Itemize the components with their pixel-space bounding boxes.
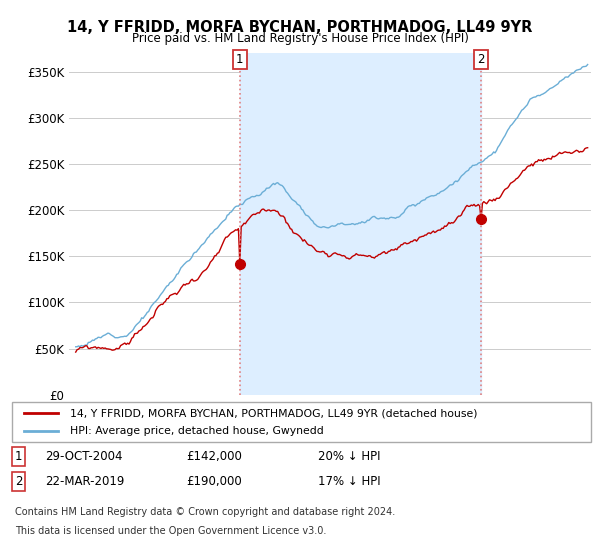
Text: Price paid vs. HM Land Registry's House Price Index (HPI): Price paid vs. HM Land Registry's House … (131, 32, 469, 45)
Text: 1: 1 (15, 450, 23, 463)
Text: This data is licensed under the Open Government Licence v3.0.: This data is licensed under the Open Gov… (15, 526, 326, 536)
FancyBboxPatch shape (12, 402, 591, 442)
Text: 22-MAR-2019: 22-MAR-2019 (45, 475, 124, 488)
Text: 17% ↓ HPI: 17% ↓ HPI (318, 475, 380, 488)
Text: £190,000: £190,000 (186, 475, 242, 488)
Text: HPI: Average price, detached house, Gwynedd: HPI: Average price, detached house, Gwyn… (70, 426, 323, 436)
Text: 14, Y FFRIDD, MORFA BYCHAN, PORTHMADOG, LL49 9YR (detached house): 14, Y FFRIDD, MORFA BYCHAN, PORTHMADOG, … (70, 408, 478, 418)
Text: 2: 2 (477, 53, 485, 66)
Text: 29-OCT-2004: 29-OCT-2004 (45, 450, 122, 463)
Text: Contains HM Land Registry data © Crown copyright and database right 2024.: Contains HM Land Registry data © Crown c… (15, 507, 395, 517)
Text: 14, Y FFRIDD, MORFA BYCHAN, PORTHMADOG, LL49 9YR: 14, Y FFRIDD, MORFA BYCHAN, PORTHMADOG, … (67, 20, 533, 35)
Bar (240, 53, 481, 395)
Text: 1: 1 (236, 53, 244, 66)
Text: 2: 2 (15, 475, 23, 488)
Text: 20% ↓ HPI: 20% ↓ HPI (318, 450, 380, 463)
Text: £142,000: £142,000 (186, 450, 242, 463)
